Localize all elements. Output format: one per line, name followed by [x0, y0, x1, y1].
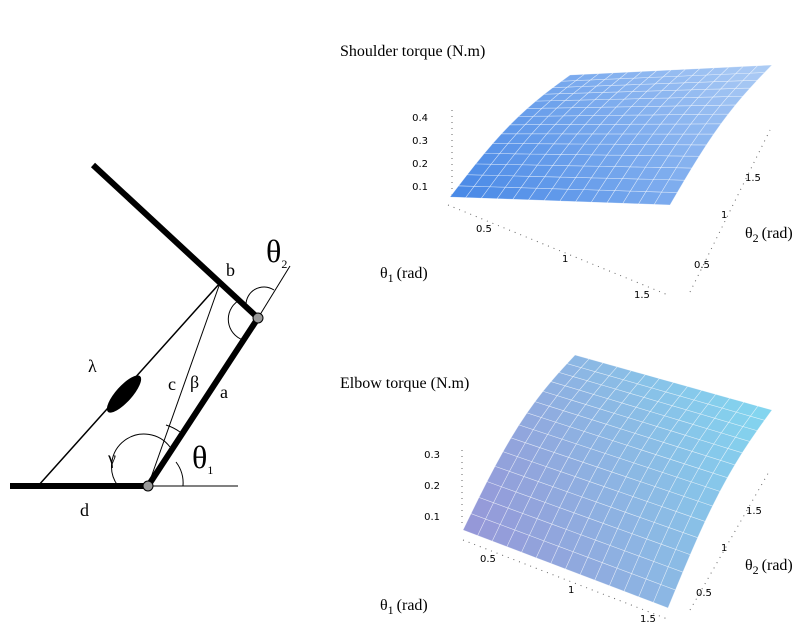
- x-axis-label: θ1(rad): [380, 265, 428, 285]
- angle-b: [228, 301, 243, 340]
- z-tick-label: 0.1: [412, 182, 428, 193]
- axis-subscript: 1: [388, 271, 394, 285]
- axis-subscript: 1: [388, 603, 394, 617]
- gamma-label: γ: [107, 448, 116, 468]
- x-tick-label: 1.5: [640, 614, 656, 625]
- y-tick-label: 1: [721, 210, 727, 221]
- arm-diagram: θ2 b λ c β a γ θ1 d: [10, 165, 290, 520]
- x-tick-label: 1.5: [634, 290, 650, 301]
- x-axis-label: θ1(rad): [380, 597, 428, 617]
- d-label: d: [80, 500, 89, 520]
- axis-subscript: 2: [753, 231, 759, 245]
- figure: θ2 b λ c β a γ θ1 d Shoulder torque (N.m…: [0, 0, 811, 632]
- forearm: [93, 165, 258, 318]
- axis-symbol: θ: [380, 265, 388, 282]
- axis-unit: (rad): [397, 597, 428, 614]
- y-tick-label: 1: [721, 543, 727, 554]
- x-tick-label: 1: [568, 585, 574, 596]
- plot-title: Shoulder torque (N.m): [340, 43, 485, 60]
- lambda-label: λ: [88, 356, 97, 376]
- a-label: a: [220, 382, 228, 402]
- b-label: b: [226, 260, 235, 280]
- axis-symbol: θ: [745, 225, 753, 242]
- axis-unit: (rad): [762, 557, 793, 574]
- reference-line: [258, 266, 290, 318]
- theta1-label: θ1: [192, 439, 213, 477]
- axis-unit: (rad): [397, 265, 428, 282]
- y-tick-label: 0.5: [694, 260, 710, 271]
- y-axis-label: θ2(rad): [745, 557, 793, 577]
- z-tick-label: 0.2: [412, 159, 428, 170]
- z-tick-label: 0.4: [412, 113, 428, 124]
- plot-title: Elbow torque (N.m): [340, 375, 469, 392]
- angle-gamma: [112, 434, 170, 486]
- axis-unit: (rad): [762, 225, 793, 242]
- x-tick-label: 0.5: [476, 224, 492, 235]
- axis-symbol: θ: [380, 597, 388, 614]
- c-label: c: [168, 374, 176, 394]
- surface-plot: Shoulder torque (N.m) 0.4 0.3 0.2 0.1 0.5 1 1.5…: [340, 43, 793, 301]
- y-tick-label: 1.5: [745, 173, 761, 184]
- axis-symbol: θ: [745, 557, 753, 574]
- beta-label: β: [190, 372, 199, 392]
- axis-subscript: 2: [753, 563, 759, 577]
- y-axis-label: θ2(rad): [745, 225, 793, 245]
- y-tick-label: 0.5: [696, 588, 712, 599]
- x-tick-label: 1: [562, 254, 568, 265]
- angle-theta2: [246, 287, 274, 306]
- line-c: [148, 283, 220, 486]
- angle-theta1: [176, 462, 183, 486]
- muscle: [102, 371, 146, 417]
- theta2-label: θ2: [266, 233, 287, 271]
- y-tick-label: 1.5: [746, 506, 762, 517]
- axis-line: [448, 205, 668, 295]
- x-tick-label: 0.5: [480, 554, 496, 565]
- z-tick-label: 0.2: [424, 481, 440, 492]
- plots: Shoulder torque (N.m) 0.4 0.3 0.2 0.1 0.5 1 1.5…: [340, 43, 793, 625]
- elbow-joint: [253, 313, 263, 323]
- surface-plot: Elbow torque (N.m) 0.3 0.2 0.1 0.5 1 1.5 0.5 1 1.…: [340, 355, 793, 625]
- z-tick-label: 0.3: [412, 136, 428, 147]
- z-tick-label: 0.1: [424, 512, 440, 523]
- z-tick-label: 0.3: [424, 450, 440, 461]
- shoulder-joint: [143, 481, 153, 491]
